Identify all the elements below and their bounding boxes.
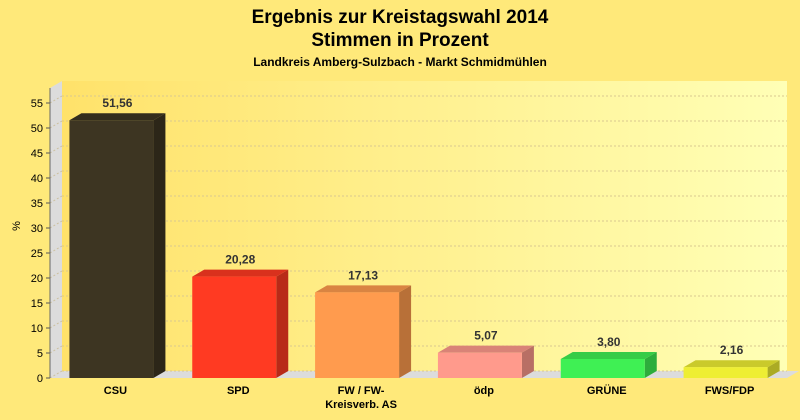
y-tick-label: 55 xyxy=(31,98,43,110)
y-tick-label: 0 xyxy=(37,373,43,385)
category-label: CSU xyxy=(104,385,127,397)
category-label: FWS/FDP xyxy=(705,385,755,397)
y-tick-label: 50 xyxy=(31,123,43,135)
y-tick-label: 5 xyxy=(37,348,43,360)
value-label: 3,80 xyxy=(597,335,621,349)
y-tick-label: 15 xyxy=(31,298,43,310)
category-label: SPD xyxy=(227,385,250,397)
bar-side xyxy=(399,285,412,378)
value-label: 20,28 xyxy=(225,253,255,267)
chart-subtitle: Stimmen in Prozent xyxy=(311,30,489,51)
bar-top xyxy=(560,352,657,359)
bar xyxy=(315,292,400,378)
y-tick-label: 45 xyxy=(31,148,43,160)
bar xyxy=(437,352,522,378)
grid-lines xyxy=(49,95,787,379)
category-label: ödp xyxy=(474,385,494,397)
bar-top xyxy=(69,113,166,121)
value-label: 51,56 xyxy=(102,96,132,110)
y-axis-ticks: 0 5 10 15 20 25 30 35 40 45 50 55 xyxy=(31,88,51,385)
bar xyxy=(192,276,277,378)
bar-top xyxy=(683,360,780,368)
y-tick-label: 25 xyxy=(31,248,43,260)
bar xyxy=(683,367,768,378)
y-axis-label: % xyxy=(11,221,23,231)
value-label: 5,07 xyxy=(474,329,498,343)
value-label: 17,13 xyxy=(348,268,378,282)
y-tick-label: 35 xyxy=(31,198,43,210)
bar-top xyxy=(315,285,412,293)
bar-side xyxy=(276,269,289,378)
x-axis-labels: CSU SPD FW / FW-Kreisverb. AS ödp GRÜNE FWS/F… xyxy=(104,384,755,411)
plot-left-wall xyxy=(50,81,62,378)
y-tick-label: 20 xyxy=(31,273,43,285)
plot-area xyxy=(62,81,787,371)
bar-side xyxy=(153,113,166,378)
bar xyxy=(69,120,154,378)
bar xyxy=(560,359,645,378)
bar-side xyxy=(644,352,657,378)
category-label: FW / FW-Kreisverb. AS xyxy=(325,385,397,411)
y-tick-label: 30 xyxy=(31,223,43,235)
bar-top xyxy=(437,345,534,353)
bar-side xyxy=(767,360,780,378)
bars xyxy=(69,113,780,378)
chart-subsubtitle: Landkreis Amberg-Sulzbach - Markt Schmid… xyxy=(253,55,547,69)
value-label: 2,16 xyxy=(720,343,744,357)
y-tick-label: 10 xyxy=(31,323,43,335)
chart-title: Ergebnis zur Kreistagswahl 2014 xyxy=(252,7,549,28)
value-labels: 51,56 20,28 17,13 5,07 3,80 2,16 xyxy=(102,96,743,357)
bar-side xyxy=(521,345,534,378)
y-tick-label: 40 xyxy=(31,173,43,185)
bar-top xyxy=(192,269,289,277)
category-label: GRÜNE xyxy=(587,384,627,397)
